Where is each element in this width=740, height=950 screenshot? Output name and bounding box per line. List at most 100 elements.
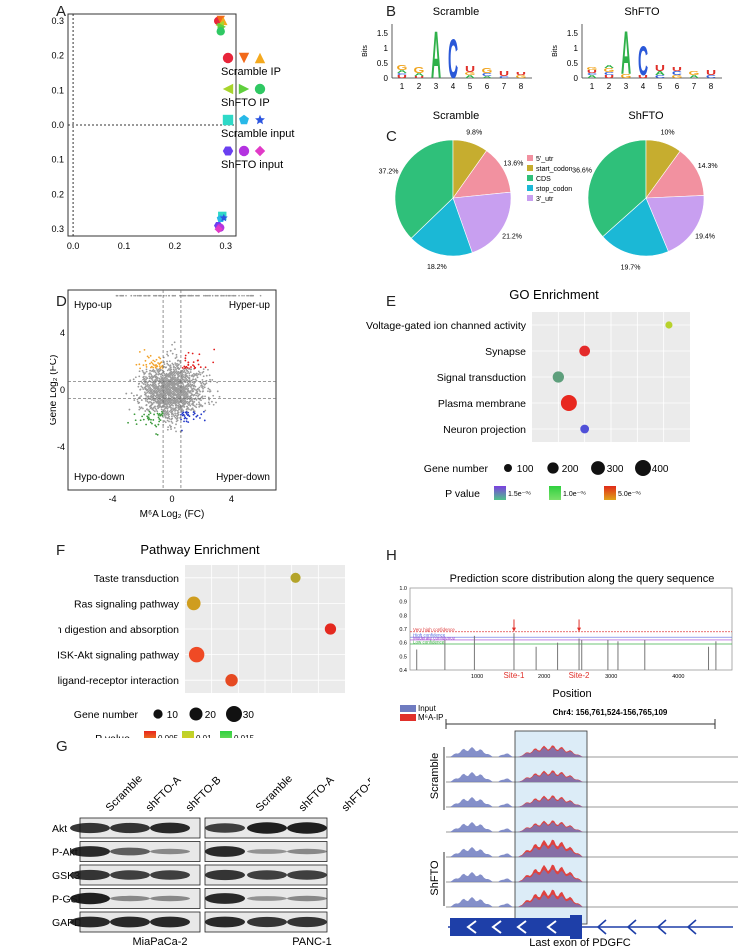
scatter-point xyxy=(145,399,147,402)
scatter-point xyxy=(183,294,186,297)
scatter-point xyxy=(173,396,176,399)
strand-arrow xyxy=(596,919,607,935)
scatter-point xyxy=(143,377,146,380)
scatter-point xyxy=(149,369,151,372)
scatter-point xyxy=(202,375,205,378)
scatter-point xyxy=(185,387,188,390)
logo-letter: U xyxy=(587,70,597,74)
scatter-point xyxy=(157,404,160,407)
color-legend-swatch xyxy=(220,731,232,738)
scatter-point xyxy=(189,404,192,407)
color-legend-label: 0.01 xyxy=(196,734,212,738)
scatter-point xyxy=(186,393,189,396)
pie-slice xyxy=(452,139,487,199)
scatter-point xyxy=(177,375,180,378)
scatter-point xyxy=(171,371,174,374)
scatter-point xyxy=(165,372,168,375)
scatter-point xyxy=(163,401,166,404)
y-axis-label: Gene Log₂ (FC) xyxy=(50,355,59,426)
scatter-point xyxy=(188,391,191,394)
x-tick-label: 3000 xyxy=(605,674,617,680)
logo-letter: U xyxy=(655,64,665,73)
scatter-point xyxy=(185,375,187,378)
scatter-point xyxy=(195,415,198,418)
size-legend-label: 20 xyxy=(205,710,217,721)
scatter-point xyxy=(154,391,157,393)
scatter-point xyxy=(175,353,178,356)
pie-legend-swatch xyxy=(527,185,533,191)
scatter-point xyxy=(155,294,158,297)
pie-slice xyxy=(645,150,705,199)
scatter-point xyxy=(207,387,210,390)
scatter-point xyxy=(177,392,179,395)
scatter-point xyxy=(187,411,190,414)
scatter-point xyxy=(185,417,188,420)
scatter-point xyxy=(157,373,160,376)
scatter-point xyxy=(209,294,211,297)
scatter-point xyxy=(179,407,181,410)
scatter-point xyxy=(197,387,200,390)
data-point xyxy=(214,224,223,234)
scatter-point xyxy=(172,378,175,381)
scatter-point xyxy=(177,363,180,366)
input-coverage xyxy=(450,797,493,807)
scatter-point xyxy=(174,414,177,417)
scatter-point xyxy=(150,392,153,395)
blot-band xyxy=(150,895,190,902)
scatter-point xyxy=(169,390,172,393)
scatter-point xyxy=(189,371,192,373)
scatter-point xyxy=(157,399,160,402)
group-label-shfto: ShFTO xyxy=(429,860,441,896)
scatter-point xyxy=(145,395,148,397)
scatter-point xyxy=(178,405,181,408)
scatter-point xyxy=(142,376,145,379)
scatter-point xyxy=(163,403,166,406)
scatter-point xyxy=(147,413,150,416)
scatter-point xyxy=(158,379,161,382)
scatter-point xyxy=(192,364,194,367)
scatter-point xyxy=(185,411,188,413)
blot-band xyxy=(205,869,245,881)
x-tick-label: 0.3 xyxy=(220,241,233,251)
scatter-point xyxy=(189,381,191,384)
scatter-point xyxy=(191,390,194,393)
enrichment-bubble xyxy=(324,623,337,635)
scatter-point xyxy=(176,381,179,384)
scatter-point xyxy=(179,393,181,396)
scatter-point xyxy=(154,405,156,408)
scatter-point xyxy=(168,389,171,391)
scatter-point xyxy=(170,366,172,369)
legend-symbol xyxy=(222,146,234,156)
scatter-point xyxy=(138,396,141,399)
scatter-point xyxy=(169,409,172,412)
scatter-point xyxy=(115,294,118,297)
scatter-point xyxy=(198,393,201,396)
scatter-point xyxy=(199,390,202,393)
size-legend-label: 200 xyxy=(562,464,579,475)
scatter-point xyxy=(207,396,210,399)
scatter-point xyxy=(157,416,160,419)
scatter-point xyxy=(173,387,176,389)
scatter-point xyxy=(165,375,168,377)
input-coverage xyxy=(518,844,583,857)
scatter-point xyxy=(190,366,192,368)
scatter-point xyxy=(133,399,136,402)
scatter-point xyxy=(136,398,139,401)
scatter-point xyxy=(207,294,210,297)
strand-arrow xyxy=(516,920,527,934)
legend-symbol xyxy=(238,145,250,157)
scatter-point xyxy=(130,392,133,395)
logo-letter: U xyxy=(499,70,509,78)
scatter-point xyxy=(214,294,217,297)
scatter-point xyxy=(157,383,160,385)
scatter-point xyxy=(159,402,162,405)
scatter-point xyxy=(185,401,187,404)
scatter-point xyxy=(156,379,159,382)
scatter-point xyxy=(198,294,200,297)
scatter-point xyxy=(192,413,195,416)
scatter-point xyxy=(154,376,157,379)
scatter-point xyxy=(157,362,159,364)
scatter-point xyxy=(179,388,182,391)
scatter-point xyxy=(168,294,171,297)
pie-slice xyxy=(645,195,705,252)
